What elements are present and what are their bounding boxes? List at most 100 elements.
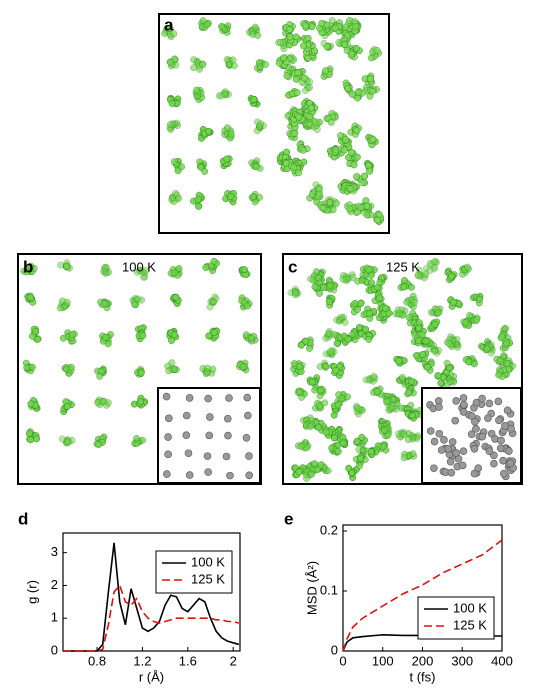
atom [327,118,335,126]
atom [376,294,384,302]
inset-atom [490,459,498,468]
atom [407,283,415,291]
atom [295,113,303,121]
atom [366,75,374,83]
atom [431,320,439,328]
atom [353,172,361,180]
atom [434,309,442,317]
atom [395,357,403,365]
atom [422,270,429,278]
temperature-label: 125 K [386,259,420,274]
inset-atom [242,433,251,442]
inset-atom [472,425,480,433]
atom [318,19,326,27]
y-axis-label: g (r) [24,580,39,604]
y-tick-label: 0.2 [320,522,338,537]
atom [408,412,416,419]
atom [398,374,406,381]
atom [32,328,39,335]
inset-atom [206,413,214,421]
atom [168,99,176,107]
atom [319,204,327,212]
y-tick-label: 0.1 [320,582,338,597]
atom [300,74,308,82]
atom [63,298,71,306]
inset-atom [460,400,468,409]
atom [253,163,260,171]
atom [96,372,104,380]
atom [306,113,314,121]
atom [337,313,345,321]
atom [316,387,324,395]
atom [483,345,491,353]
atom [348,469,356,477]
atom [307,104,315,112]
y-tick-label: 0 [331,642,338,657]
atom [366,167,374,175]
atom [241,266,249,274]
legend-box [155,550,233,594]
atom [139,268,147,276]
atom [400,454,408,462]
atom [295,362,303,370]
atom [381,426,389,434]
atom [25,430,33,438]
inset-atom [495,416,503,425]
atom [339,275,347,283]
atom [447,272,455,280]
atom [282,159,290,167]
atom [358,433,366,441]
atom [316,289,323,297]
atom [317,461,325,469]
x-tick-label: 100 [372,653,394,668]
atom [405,313,413,321]
inset-atom [459,408,468,416]
atom [199,17,207,25]
atom [221,90,229,98]
atom [326,298,333,306]
atom [473,315,481,323]
atom [296,388,303,396]
atom [367,448,375,456]
atom [27,400,35,408]
atom [368,279,376,287]
atom [437,379,445,387]
series-line [342,539,503,652]
inset-atom [497,436,505,445]
atom [385,309,393,317]
atom [304,54,312,62]
inset-atom [471,417,479,426]
inset-atom [505,447,513,455]
atom [365,335,373,343]
atom [308,471,316,478]
atom [462,319,470,327]
atom [239,363,247,371]
atom [300,42,308,50]
atom [286,33,294,41]
atom [101,300,109,308]
atom [353,94,361,102]
atom [67,363,75,371]
inset-atom [485,399,494,408]
atom [302,337,309,345]
atom [353,45,360,52]
atom [400,283,408,291]
atom [332,367,340,374]
atom [290,163,298,171]
atom [383,398,391,406]
atom [210,257,218,265]
x-tick-label: 0.8 [88,653,106,668]
atom [306,423,314,431]
inset-atom [164,450,172,459]
inset-atom [451,416,460,425]
atom [195,202,203,210]
atom [367,54,375,62]
inset-atom [494,397,503,406]
atom [229,56,237,64]
atom [166,121,174,128]
atom [134,295,142,303]
atom [254,31,262,39]
atom [28,332,36,340]
atom [376,278,384,286]
atom [102,333,110,341]
